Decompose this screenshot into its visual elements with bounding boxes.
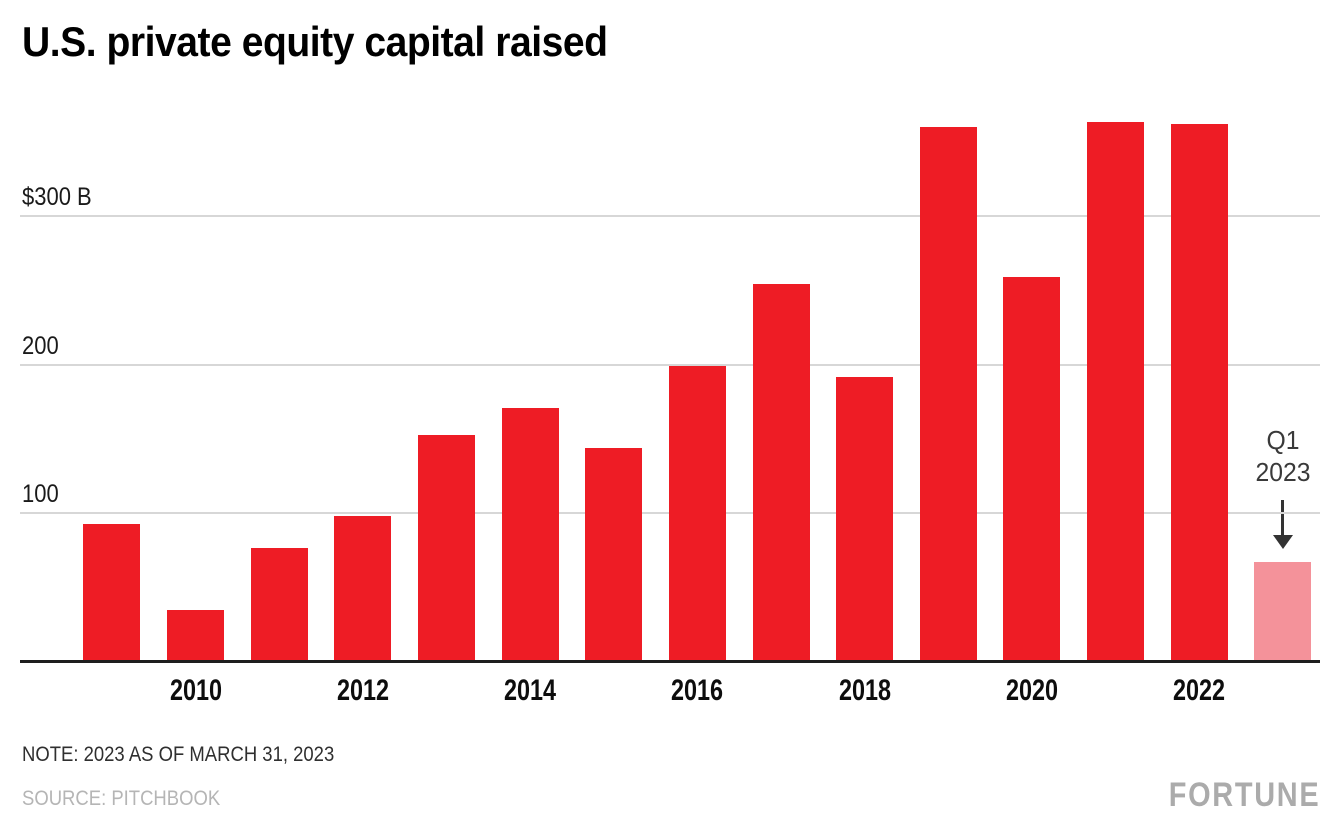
bar-2018 bbox=[836, 376, 894, 662]
x-axis-tick-2010: 2010 bbox=[169, 674, 222, 707]
bar-2016 bbox=[668, 366, 726, 662]
arrow-down-icon bbox=[1281, 500, 1285, 536]
annotation-label: Q1 2023 bbox=[1207, 424, 1340, 488]
bar-2010 bbox=[167, 609, 225, 662]
bar-2014 bbox=[501, 407, 559, 662]
page-title: U.S. private equity capital raised bbox=[22, 18, 608, 65]
y-axis-tick-300: $300 B bbox=[22, 183, 92, 212]
bar-chart-plot-area: 100 200 $300 B bbox=[20, 0, 1320, 663]
x-axis-tick-2014: 2014 bbox=[504, 674, 557, 707]
bar-2021 bbox=[1087, 122, 1145, 662]
bar-2011 bbox=[250, 547, 308, 662]
y-axis-tick-200: 200 bbox=[22, 331, 59, 360]
source-text: SOURCE: PITCHBOOK bbox=[22, 787, 221, 810]
y-axis-tick-100: 100 bbox=[22, 480, 59, 509]
bar-2015 bbox=[585, 447, 643, 662]
x-axis-tick-2016: 2016 bbox=[671, 674, 724, 707]
x-axis-line bbox=[20, 660, 1320, 663]
note-text: NOTE: 2023 AS OF MARCH 31, 2023 bbox=[22, 743, 335, 766]
bar-2009 bbox=[83, 523, 141, 662]
x-axis-tick-2022: 2022 bbox=[1173, 674, 1226, 707]
gridline-300 bbox=[20, 215, 1320, 218]
bar-q1-2023 bbox=[1254, 562, 1312, 662]
gridline-200 bbox=[20, 363, 1320, 366]
bar-2017 bbox=[752, 284, 810, 662]
x-axis-tick-2012: 2012 bbox=[336, 674, 389, 707]
x-axis-tick-2018: 2018 bbox=[838, 674, 891, 707]
bar-2013 bbox=[417, 434, 475, 662]
annotation-line: Q1 bbox=[1266, 425, 1300, 455]
bar-2022 bbox=[1170, 123, 1228, 662]
arrow-down-head-icon bbox=[1272, 535, 1293, 549]
annotation-line: 2023 bbox=[1255, 457, 1311, 487]
bar-2012 bbox=[334, 516, 392, 662]
fortune-logo: FORTUNE bbox=[1168, 776, 1320, 814]
bar-2019 bbox=[919, 126, 977, 662]
bar-2020 bbox=[1003, 276, 1061, 662]
x-axis-tick-2020: 2020 bbox=[1005, 674, 1058, 707]
